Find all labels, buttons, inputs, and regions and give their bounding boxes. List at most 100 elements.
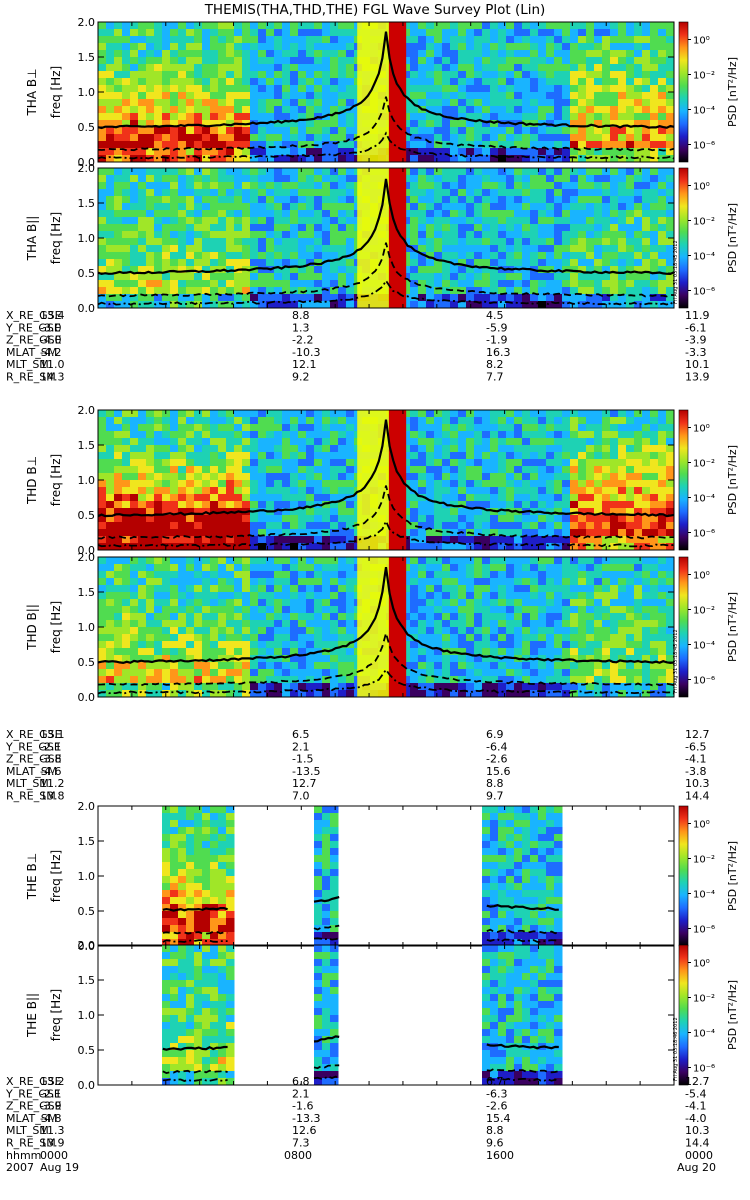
spectrogram-cell: [458, 22, 467, 30]
spectrogram-cell: [226, 683, 235, 691]
spectrogram-cell: [290, 294, 299, 302]
spectrogram-cell: [434, 64, 443, 72]
spectrogram-cell: [138, 487, 147, 495]
spectrogram-cell: [290, 22, 299, 30]
spectrogram-cell: [458, 85, 467, 93]
spectrogram-cell: [442, 57, 451, 65]
spectrogram-cell: [210, 106, 219, 114]
spectrogram-cell: [234, 613, 243, 621]
spectrogram-cell: [218, 210, 227, 218]
spectrogram-cell: [506, 78, 515, 86]
spectrogram-cell: [186, 50, 195, 58]
spectrogram-cell: [202, 585, 211, 593]
spectrogram-cell: [154, 71, 163, 79]
spectrogram-cell: [426, 287, 435, 295]
spectrogram-cell: [578, 273, 587, 281]
spectrogram-cell: [258, 438, 267, 446]
spectrogram-cell: [490, 252, 499, 260]
spectrogram-cell: [578, 245, 587, 253]
spectrogram-cell: [426, 238, 435, 246]
spectrogram-cell: [266, 438, 275, 446]
spectrogram-cell: [434, 543, 443, 551]
spectrogram-cell: [330, 120, 339, 128]
spectrogram-cell: [546, 148, 555, 156]
spectrogram-cell: [170, 231, 179, 239]
spectrogram-cell: [218, 543, 227, 551]
y-tick-label: 0.0: [78, 302, 96, 315]
spectrogram-cell: [562, 543, 571, 551]
spectrogram-cell: [498, 543, 507, 551]
spectrogram-cell: [274, 494, 283, 502]
spectrogram-cell: [274, 466, 283, 474]
spectrogram-cell: [458, 196, 467, 204]
spectrogram-cell: [338, 99, 347, 107]
spectrogram-cell: [490, 50, 499, 58]
spectrogram-cell: [338, 92, 347, 100]
spectrogram-cell: [122, 641, 131, 649]
spectrogram-cell: [234, 294, 243, 302]
spectrogram-cell: [562, 127, 571, 135]
spectrogram-cell: [194, 585, 203, 593]
spectrogram-cell: [106, 452, 115, 460]
spectrogram-cell: [626, 92, 635, 100]
spectrogram-cell: [314, 245, 323, 253]
spectrogram-cell: [442, 466, 451, 474]
spectrogram-cell: [314, 134, 323, 142]
spectrogram-cell: [578, 515, 587, 523]
spectrogram-cell: [178, 417, 187, 425]
spectrogram-cell: [458, 452, 467, 460]
spectrogram-cell: [98, 459, 107, 467]
spectrogram-cell: [210, 480, 219, 488]
spectrogram-cell: [594, 43, 603, 51]
spectrogram-cell: [418, 85, 427, 93]
spectrogram-cell: [234, 245, 243, 253]
spectrogram-cell: [538, 473, 547, 481]
spectrogram-cell: [186, 175, 195, 183]
spectrogram-cell: [242, 578, 251, 586]
spectrogram-cell: [634, 43, 643, 51]
spectrogram-cell: [98, 78, 107, 86]
spectrogram-cell: [170, 71, 179, 79]
spectrogram-cell: [562, 273, 571, 281]
spectrogram-cell: [266, 592, 275, 600]
spectrogram-cell: [610, 252, 619, 260]
spectrogram-cell: [602, 424, 611, 432]
spectrogram-cell: [442, 127, 451, 135]
spectrogram-cell: [290, 431, 299, 439]
spectrogram-cell: [650, 273, 659, 281]
spectrogram-cell: [122, 445, 131, 453]
spectrogram-cell: [402, 127, 411, 135]
spectrogram-cell: [186, 417, 195, 425]
spectrogram-cell: [122, 543, 131, 551]
spectrogram-cell: [154, 50, 163, 58]
spectrogram-cell: [258, 417, 267, 425]
spectrogram-cell: [258, 410, 267, 418]
spectrogram-cell: [98, 231, 107, 239]
spectrogram-cell: [330, 57, 339, 65]
spectrogram-cell: [490, 459, 499, 467]
spectrogram-cell: [242, 99, 251, 107]
spectrogram-cell: [290, 280, 299, 288]
spectrogram-cell: [234, 280, 243, 288]
spectrogram-cell: [122, 238, 131, 246]
colorbar-label: PSD [nT²/Hz]: [726, 445, 739, 515]
spectrogram-cell: [450, 508, 459, 516]
spectrogram-cell: [458, 106, 467, 114]
spectrogram-cell: [178, 655, 187, 663]
spectrogram-cell: [466, 515, 475, 523]
spectrogram-cell: [562, 466, 571, 474]
spectrogram-cell: [194, 655, 203, 663]
spectrogram-cell: [250, 564, 259, 572]
spectrogram-cell: [530, 57, 539, 65]
spectrogram-cell: [226, 417, 235, 425]
spectrogram-cell: [210, 29, 219, 37]
spectrogram-cell: [418, 438, 427, 446]
spectrogram-cell: [658, 141, 667, 149]
spectrogram-cell: [298, 43, 307, 51]
spectrogram-cell: [314, 438, 323, 446]
spectrogram-cell: [594, 494, 603, 502]
spectrogram-cell: [490, 148, 499, 156]
spectrogram-cell: [106, 259, 115, 267]
spectrogram-cell: [138, 592, 147, 600]
spectrogram-cell: [266, 452, 275, 460]
